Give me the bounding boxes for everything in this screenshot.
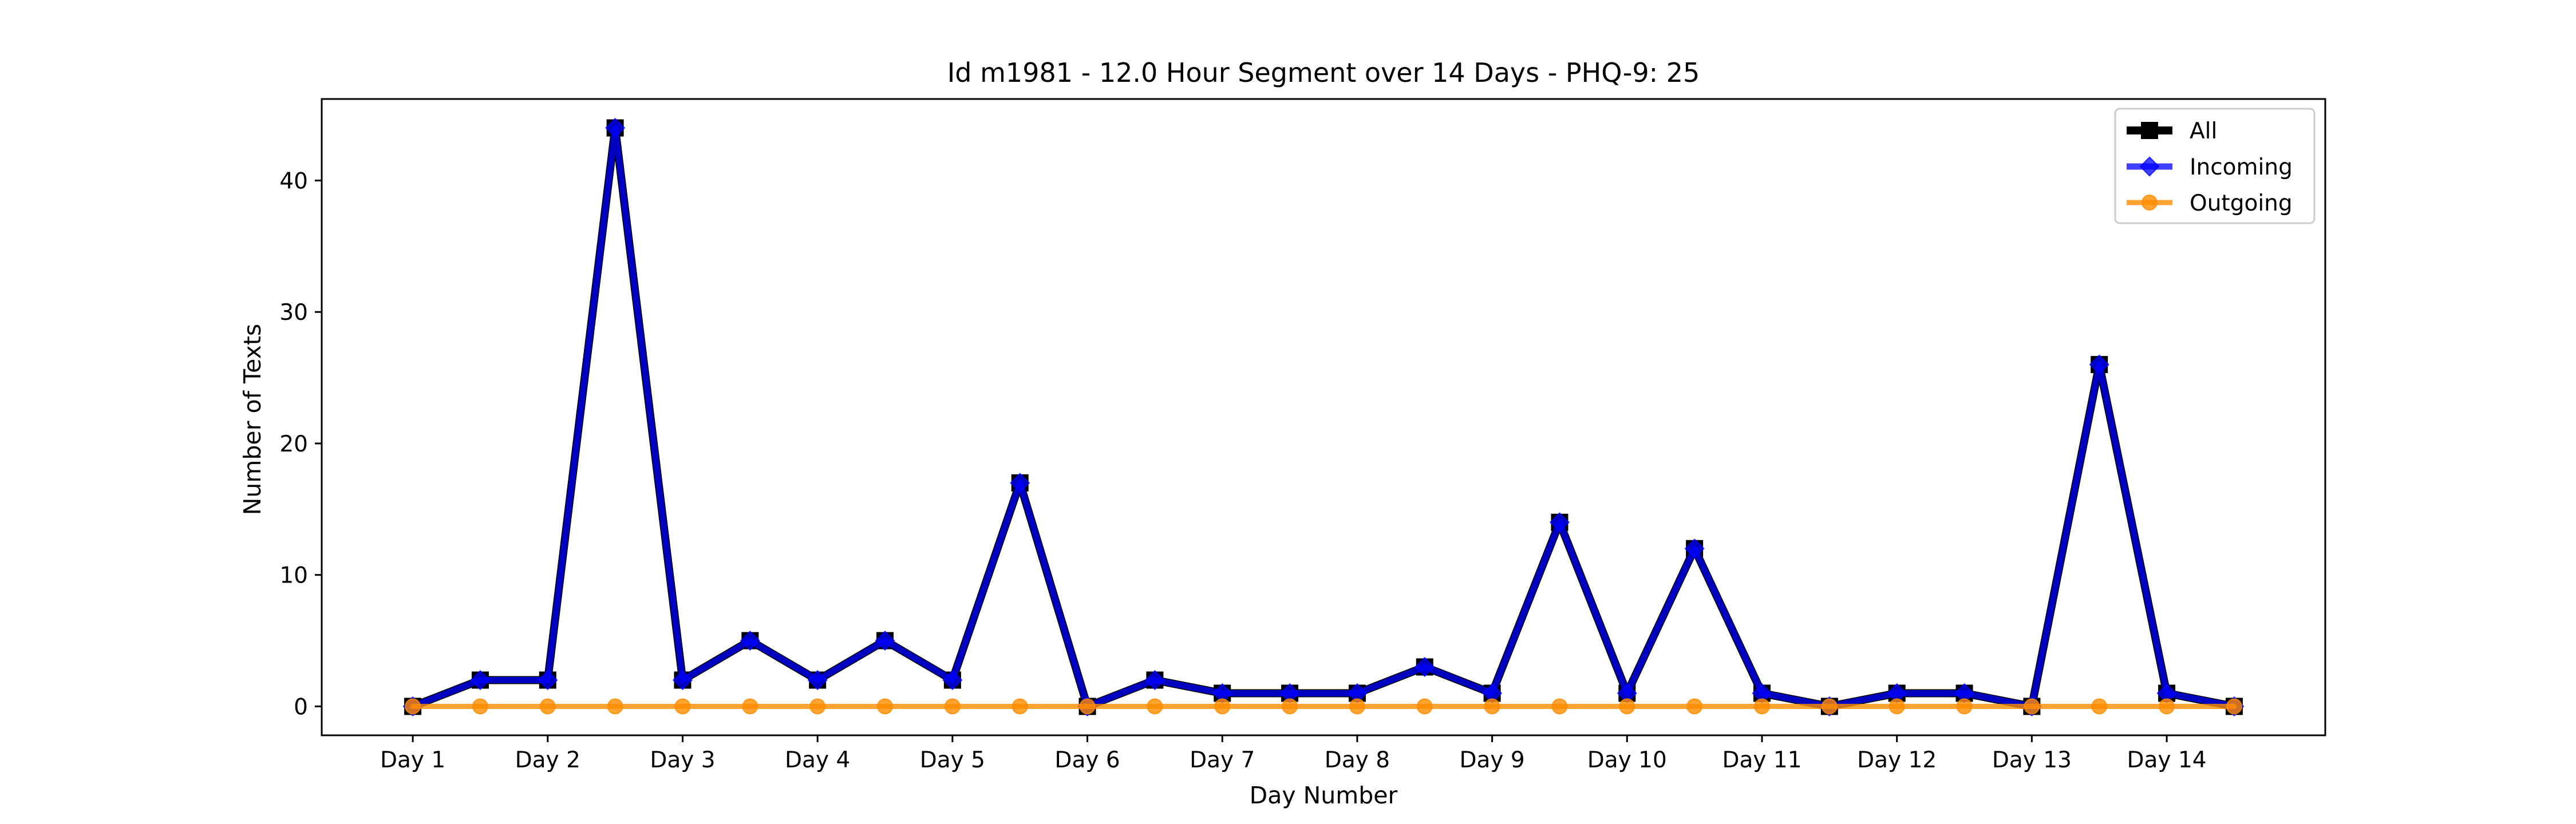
- series-line-all: [409, 124, 2238, 711]
- y-tick-label: 20: [279, 431, 308, 457]
- data-point-incoming: [942, 670, 963, 691]
- data-point-incoming: [605, 117, 626, 138]
- legend-box: [2114, 108, 2316, 224]
- data-point-incoming: [538, 670, 558, 691]
- data-point-outgoing: [539, 698, 556, 715]
- data-point-outgoing: [607, 698, 623, 715]
- data-point-incoming: [807, 670, 828, 691]
- data-point-outgoing: [944, 698, 961, 715]
- x-tick-label: Day 6: [1054, 747, 1120, 773]
- data-point-incoming: [875, 630, 895, 651]
- data-point-outgoing: [2159, 698, 2175, 715]
- data-point-outgoing: [1214, 698, 1231, 715]
- data-point-incoming: [1549, 512, 1570, 533]
- chart-title: Id m1981 - 12.0 Hour Segment over 14 Day…: [947, 57, 1700, 88]
- x-tick-label: Day 4: [785, 747, 850, 773]
- data-point-outgoing: [472, 698, 488, 715]
- series-all: [404, 119, 2243, 715]
- x-tick-label: Day 1: [380, 747, 445, 773]
- legend-label-incoming: Incoming: [2190, 154, 2293, 180]
- data-point-incoming: [470, 670, 491, 691]
- data-point-incoming: [2089, 354, 2109, 375]
- legend-marker-outgoing: [2142, 195, 2158, 211]
- x-tick-label: Day 3: [650, 747, 715, 773]
- y-tick-label: 30: [279, 300, 308, 326]
- x-axis-label: Day Number: [1250, 782, 1398, 809]
- x-tick-label: Day 9: [1459, 747, 1524, 773]
- legend-label-outgoing: Outgoing: [2190, 191, 2293, 216]
- x-tick-label: Day 13: [1992, 747, 2072, 773]
- data-point-outgoing: [1012, 698, 1028, 715]
- data-point-outgoing: [1753, 698, 1770, 715]
- x-tick-label: Day 12: [1857, 747, 1937, 773]
- data-point-outgoing: [1282, 698, 1298, 715]
- data-point-outgoing: [1686, 698, 1703, 715]
- data-point-incoming: [740, 630, 760, 651]
- x-tick-label: Day 2: [515, 747, 580, 773]
- series-line-incoming: [409, 125, 2238, 710]
- data-point-outgoing: [809, 698, 826, 715]
- legend-label-all: All: [2190, 118, 2217, 144]
- data-point-outgoing: [877, 698, 894, 715]
- data-point-outgoing: [405, 698, 421, 715]
- y-axis-label: Number of Texts: [239, 324, 266, 516]
- data-point-incoming: [1010, 473, 1030, 493]
- x-tick-label: Day 10: [1587, 747, 1667, 773]
- data-point-incoming: [1144, 670, 1165, 691]
- data-point-outgoing: [2226, 698, 2242, 715]
- x-tick-label: Day 11: [1722, 747, 1801, 773]
- series-outgoing: [405, 698, 2242, 715]
- x-tick-label: Day 7: [1190, 747, 1255, 773]
- data-point-outgoing: [1349, 698, 1365, 715]
- data-point-outgoing: [2091, 698, 2108, 715]
- plot-frame: [321, 98, 2326, 736]
- y-tick-label: 0: [294, 694, 308, 720]
- data-point-outgoing: [742, 698, 758, 715]
- data-point-outgoing: [1821, 698, 1838, 715]
- x-tick-label: Day 5: [920, 747, 985, 773]
- data-point-outgoing: [1079, 698, 1096, 715]
- plot-area: Day 1 Day 2 Day 3 Day 4 Day 5 Day 6 Day 7 Day 8…: [279, 98, 2326, 773]
- x-tick-label: Day 8: [1325, 747, 1390, 773]
- legend-marker-all: [2141, 122, 2158, 139]
- data-point-outgoing: [1888, 698, 1905, 715]
- data-point-outgoing: [2024, 698, 2040, 715]
- data-point-outgoing: [1484, 698, 1500, 715]
- data-point-outgoing: [674, 698, 691, 715]
- data-point-outgoing: [1416, 698, 1433, 715]
- data-point-outgoing: [1147, 698, 1163, 715]
- data-point-incoming: [1415, 656, 1435, 678]
- data-point-outgoing: [1956, 698, 1973, 715]
- y-tick-label: 10: [279, 563, 308, 589]
- data-point-outgoing: [1619, 698, 1635, 715]
- data-point-incoming: [1684, 538, 1705, 559]
- data-point-incoming: [672, 670, 693, 691]
- y-tick-label: 40: [279, 168, 308, 194]
- legend: All Incoming Outgoing: [2114, 108, 2316, 224]
- data-point-outgoing: [1551, 698, 1568, 715]
- x-tick-label: Day 14: [2127, 747, 2207, 773]
- legend-marker-incoming: [2139, 156, 2160, 177]
